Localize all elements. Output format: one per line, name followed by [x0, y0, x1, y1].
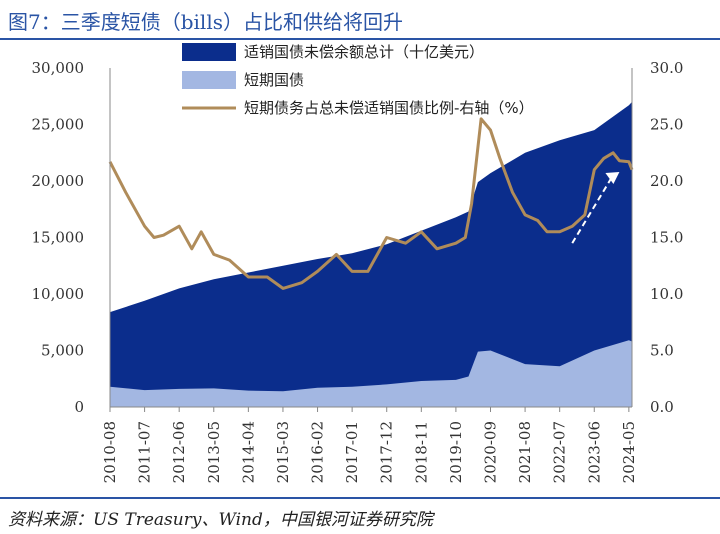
x-tick-label: 2016-02 — [309, 421, 327, 483]
x-tick-label: 2021-08 — [516, 421, 534, 483]
x-tick-label: 2010-08 — [101, 421, 119, 483]
right-tick-label: 20.0 — [650, 172, 683, 190]
left-tick-label: 20,000 — [32, 172, 85, 190]
series-line-2 — [108, 117, 634, 290]
legend-label-2: 短期债务占总未偿适销国债比例-右轴（%） — [244, 99, 534, 117]
legend-swatch-0 — [182, 43, 236, 61]
source-note: 资料来源：US Treasury、Wind，中国银河证券研究院 — [8, 510, 433, 530]
x-tick-label: 2020-09 — [482, 421, 500, 483]
x-tick-label: 2023-06 — [585, 421, 603, 483]
x-tick-label: 2017-01 — [343, 421, 361, 483]
x-tick-label: 2012-06 — [170, 421, 188, 483]
chart: 0 5,000 10,000 15,000 20,000 25,000 30,000 0.0… — [32, 43, 683, 483]
x-tick-label: 2017-12 — [378, 421, 396, 483]
left-tick-label: 0 — [74, 398, 84, 416]
left-tick-label: 15,000 — [32, 229, 85, 247]
trend-arrow-head — [605, 171, 620, 184]
right-tick-label: 5.0 — [650, 342, 674, 360]
x-tick-label: 2022-07 — [551, 421, 569, 483]
series-area-0 — [110, 101, 632, 408]
trend-arrow-line — [571, 177, 613, 244]
chart-title: 图7：三季度短债（bills）占比和供给将回升 — [8, 10, 403, 34]
x-tick-label: 2013-05 — [205, 421, 223, 483]
footer-divider — [0, 497, 720, 499]
left-tick-label: 25,000 — [32, 116, 85, 134]
legend-label-0: 适销国债未偿余额总计（十亿美元） — [244, 43, 484, 61]
title-divider — [0, 38, 720, 40]
x-tick-label: 2018-11 — [412, 421, 430, 483]
x-tick-label: 2015-03 — [274, 421, 292, 483]
x-tick-label: 2011-07 — [136, 421, 154, 483]
left-tick-label: 5,000 — [41, 342, 84, 360]
left-tick-label: 30,000 — [32, 59, 85, 77]
x-tick-label: 2014-04 — [239, 421, 257, 483]
right-tick-label: 25.0 — [650, 116, 683, 134]
legend-label-1: 短期国债 — [244, 71, 304, 89]
right-tick-label: 10.0 — [650, 285, 683, 303]
left-tick-label: 10,000 — [32, 285, 85, 303]
x-tick-label: 2024-05 — [620, 421, 638, 483]
right-tick-label: 30.0 — [650, 59, 683, 77]
right-tick-label: 0.0 — [650, 398, 674, 416]
series-area-1 — [110, 340, 632, 407]
right-tick-label: 15.0 — [650, 229, 683, 247]
x-tick-label: 2019-10 — [447, 421, 465, 483]
legend-swatch-1 — [182, 71, 236, 89]
